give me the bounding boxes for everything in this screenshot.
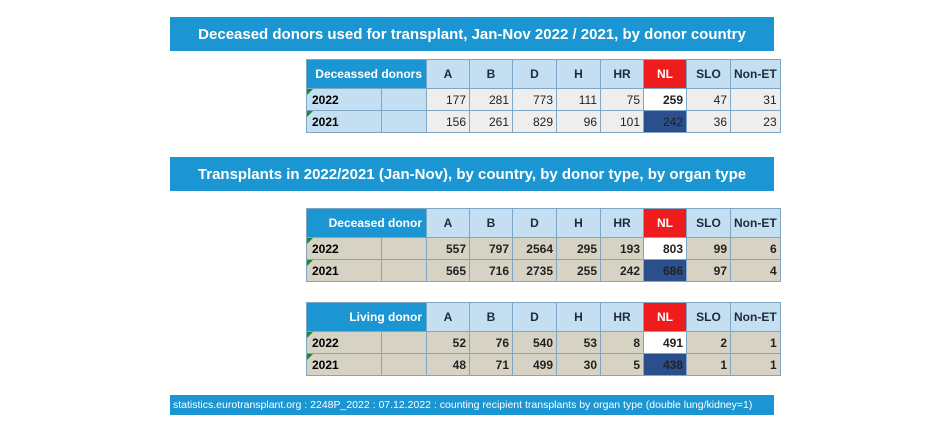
- column-header: SLO: [687, 303, 731, 332]
- value-cell: 4: [731, 260, 781, 282]
- value-cell: 242: [601, 260, 644, 282]
- blank-cell: [382, 332, 427, 354]
- value-cell: 48: [427, 354, 470, 376]
- value-cell: 797: [470, 238, 513, 260]
- column-header: HR: [601, 209, 644, 238]
- value-cell: 23: [731, 111, 781, 133]
- blank-cell: [382, 260, 427, 282]
- value-cell-nl: 438: [644, 354, 687, 376]
- column-header: B: [470, 60, 513, 89]
- value-cell: 773: [513, 89, 557, 111]
- table-corner-label: Living donor: [307, 303, 427, 332]
- value-cell: 75: [601, 89, 644, 111]
- living-donor-transplants-table: Living donor A B D H HR NL SLO Non-ET 20…: [306, 302, 781, 376]
- column-header: Non-ET: [731, 60, 781, 89]
- column-header: Non-ET: [731, 209, 781, 238]
- value-cell: 193: [601, 238, 644, 260]
- value-cell: 97: [687, 260, 731, 282]
- column-header: A: [427, 303, 470, 332]
- blank-cell: [382, 238, 427, 260]
- column-header: SLO: [687, 209, 731, 238]
- column-header: Non-ET: [731, 303, 781, 332]
- value-cell: 156: [427, 111, 470, 133]
- column-header: HR: [601, 60, 644, 89]
- transplants-section-title: Transplants in 2022/2021 (Jan-Nov), by c…: [170, 157, 774, 191]
- donors-section-title: Deceased donors used for transplant, Jan…: [170, 17, 774, 51]
- table-row: 2022 177 281 773 111 75 259 47 31: [307, 89, 781, 111]
- column-header-nl: NL: [644, 209, 687, 238]
- value-cell: 1: [731, 354, 781, 376]
- value-cell: 96: [557, 111, 601, 133]
- column-header: D: [513, 303, 557, 332]
- column-header: D: [513, 209, 557, 238]
- table-corner-label: Deceased donor: [307, 209, 427, 238]
- table-row: 2021 156 261 829 96 101 242 36 23: [307, 111, 781, 133]
- value-cell: 99: [687, 238, 731, 260]
- value-cell: 2: [687, 332, 731, 354]
- value-cell: 499: [513, 354, 557, 376]
- value-cell: 30: [557, 354, 601, 376]
- deceased-donors-table: Deceassed donors A B D H HR NL SLO Non-E…: [306, 59, 781, 133]
- value-cell-nl: 686: [644, 260, 687, 282]
- deceased-donor-transplants-table: Deceased donor A B D H HR NL SLO Non-ET …: [306, 208, 781, 282]
- row-year: 2022: [307, 332, 382, 354]
- table-row: 2022 52 76 540 53 8 491 2 1: [307, 332, 781, 354]
- table-row: 2022 557 797 2564 295 193 803 99 6: [307, 238, 781, 260]
- value-cell: 261: [470, 111, 513, 133]
- value-cell: 540: [513, 332, 557, 354]
- value-cell: 255: [557, 260, 601, 282]
- column-header: A: [427, 209, 470, 238]
- value-cell: 2735: [513, 260, 557, 282]
- column-header: H: [557, 60, 601, 89]
- value-cell: 111: [557, 89, 601, 111]
- value-cell: 1: [731, 332, 781, 354]
- column-header: H: [557, 209, 601, 238]
- value-cell: 557: [427, 238, 470, 260]
- column-header: D: [513, 60, 557, 89]
- value-cell: 76: [470, 332, 513, 354]
- value-cell: 52: [427, 332, 470, 354]
- value-cell-nl: 803: [644, 238, 687, 260]
- column-header: SLO: [687, 60, 731, 89]
- blank-cell: [382, 89, 427, 111]
- value-cell: 6: [731, 238, 781, 260]
- row-year: 2021: [307, 260, 382, 282]
- value-cell: 47: [687, 89, 731, 111]
- value-cell: 565: [427, 260, 470, 282]
- column-header-nl: NL: [644, 303, 687, 332]
- column-header: B: [470, 303, 513, 332]
- value-cell: 716: [470, 260, 513, 282]
- value-cell: 295: [557, 238, 601, 260]
- value-cell: 36: [687, 111, 731, 133]
- value-cell: 829: [513, 111, 557, 133]
- row-year: 2021: [307, 354, 382, 376]
- table-corner-label: Deceassed donors: [307, 60, 427, 89]
- value-cell: 281: [470, 89, 513, 111]
- value-cell: 177: [427, 89, 470, 111]
- row-year: 2021: [307, 111, 382, 133]
- column-header: A: [427, 60, 470, 89]
- value-cell-nl: 491: [644, 332, 687, 354]
- value-cell: 5: [601, 354, 644, 376]
- column-header: B: [470, 209, 513, 238]
- row-year: 2022: [307, 89, 382, 111]
- source-footer: statistics.eurotransplant.org : 2248P_20…: [170, 395, 774, 415]
- value-cell: 2564: [513, 238, 557, 260]
- value-cell: 8: [601, 332, 644, 354]
- value-cell: 1: [687, 354, 731, 376]
- value-cell: 71: [470, 354, 513, 376]
- row-year: 2022: [307, 238, 382, 260]
- table-row: 2021 565 716 2735 255 242 686 97 4: [307, 260, 781, 282]
- blank-cell: [382, 111, 427, 133]
- value-cell-nl: 242: [644, 111, 687, 133]
- column-header: H: [557, 303, 601, 332]
- value-cell-nl: 259: [644, 89, 687, 111]
- table-row: 2021 48 71 499 30 5 438 1 1: [307, 354, 781, 376]
- value-cell: 31: [731, 89, 781, 111]
- column-header: HR: [601, 303, 644, 332]
- blank-cell: [382, 354, 427, 376]
- value-cell: 53: [557, 332, 601, 354]
- column-header-nl: NL: [644, 60, 687, 89]
- value-cell: 101: [601, 111, 644, 133]
